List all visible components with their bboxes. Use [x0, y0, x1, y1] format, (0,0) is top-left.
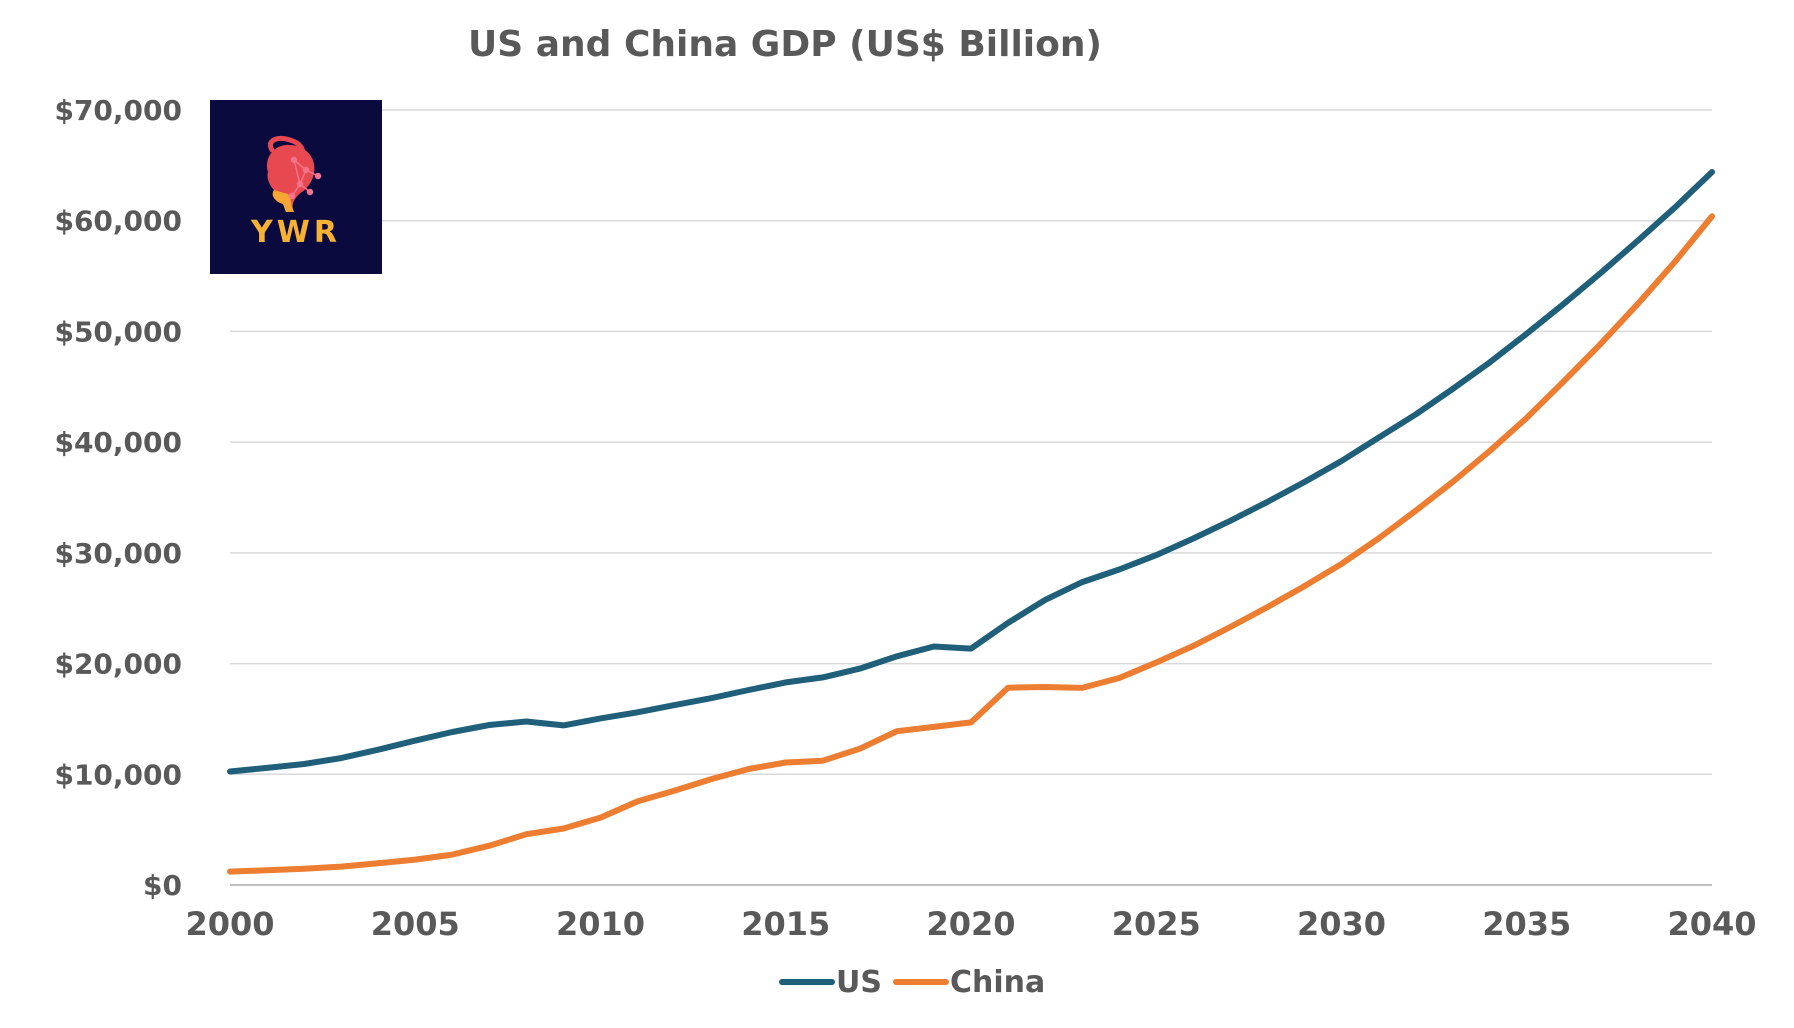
x-tick-label: 2030	[1297, 905, 1386, 943]
y-tick-label: $50,000	[54, 315, 182, 348]
x-tick-label: 2025	[1112, 905, 1201, 943]
legend: US China	[779, 965, 1045, 1000]
x-tick-label: 2005	[371, 905, 460, 943]
legend-label-china: China	[950, 965, 1045, 1000]
y-tick-label: $30,000	[54, 537, 182, 570]
y-tick-label: $10,000	[54, 758, 182, 791]
x-tick-label: 2010	[556, 905, 645, 943]
y-tick-label: $40,000	[54, 426, 182, 459]
y-tick-label: $60,000	[54, 205, 182, 238]
series-line-china	[227, 213, 1715, 875]
series-lines	[227, 169, 1715, 875]
head-network-icon	[266, 135, 322, 212]
logo-text: YWR	[250, 215, 341, 250]
x-tick-label: 2020	[926, 905, 1015, 943]
legend-label-us: US	[836, 965, 882, 1000]
x-tick-label: 2000	[185, 905, 274, 943]
x-axis-ticks: 2000 2005 2010 2015 2020 2025 2030 2035 2040	[185, 905, 1756, 943]
x-tick-label: 2040	[1667, 905, 1756, 943]
y-axis-ticks: $0 $10,000 $20,000 $30,000 $40,000 $50,000 $60…	[54, 94, 182, 902]
y-tick-label: $0	[143, 869, 182, 902]
series-line-us	[227, 169, 1715, 775]
logo: YWR	[210, 100, 382, 274]
gridlines	[230, 109, 1712, 776]
chart-title: US and China GDP (US$ Billion)	[468, 24, 1102, 65]
y-tick-label: $20,000	[54, 648, 182, 681]
x-tick-label: 2035	[1482, 905, 1571, 943]
y-tick-label: $70,000	[54, 94, 182, 127]
x-tick-label: 2015	[741, 905, 830, 943]
